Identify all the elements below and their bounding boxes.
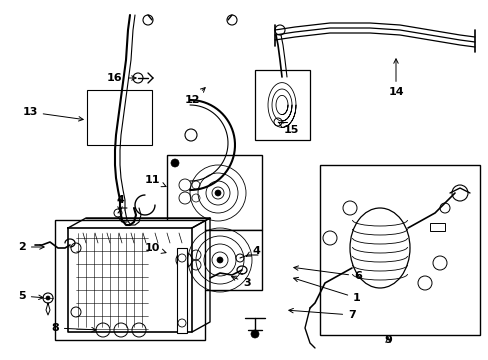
Text: 8: 8 [51,323,96,333]
Text: 2: 2 [18,242,44,252]
Text: 16: 16 [107,73,136,83]
Bar [87,90,152,145]
Circle shape [171,159,179,167]
Bar [167,230,262,290]
Text: 6: 6 [293,266,361,281]
Text: 14: 14 [387,59,403,97]
Text: 10: 10 [144,243,165,253]
Ellipse shape [349,208,409,288]
Text: 1: 1 [293,277,360,303]
Bar [55,220,204,340]
Bar [177,248,186,333]
Circle shape [215,190,221,196]
Bar [429,223,444,231]
Bar [167,155,262,230]
Text: 12: 12 [184,87,205,105]
Text: 15: 15 [278,122,298,135]
Bar [254,70,309,140]
Text: 5: 5 [18,291,43,301]
Text: 9: 9 [383,335,391,345]
Text: 4: 4 [116,195,123,211]
Text: 11: 11 [144,175,165,187]
Circle shape [46,296,50,300]
Circle shape [250,330,259,338]
Text: 13: 13 [22,107,83,121]
Bar [319,165,479,335]
Text: 3: 3 [231,276,250,288]
Text: 7: 7 [288,309,355,320]
Circle shape [217,257,223,263]
Text: 4: 4 [246,246,260,256]
